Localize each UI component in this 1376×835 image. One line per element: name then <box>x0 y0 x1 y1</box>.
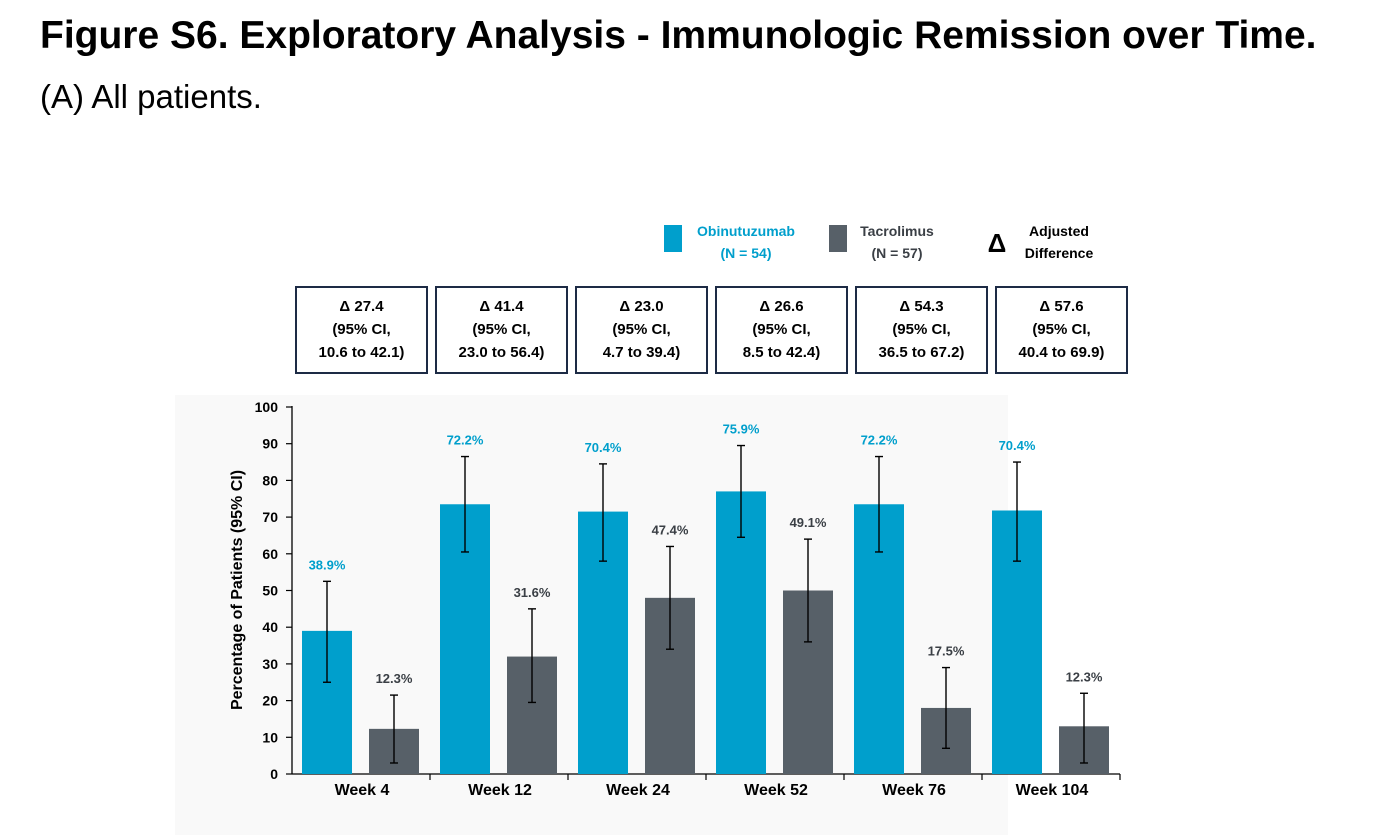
figure-title: Figure S6. Exploratory Analysis - Immuno… <box>40 14 1317 57</box>
difference-ci-range: 8.5 to 42.4) <box>743 344 821 361</box>
y-tick-label: 60 <box>262 546 278 562</box>
x-tick-label: Week 76 <box>882 782 946 799</box>
difference-ci-label: (95% CI, <box>892 321 950 338</box>
legend-delta-symbol: Δ <box>988 228 1007 258</box>
y-tick-label: 50 <box>262 583 278 599</box>
difference-value: Δ 41.4 <box>479 298 524 315</box>
difference-ci-range: 40.4 to 69.9) <box>1019 344 1105 361</box>
y-tick-label: 90 <box>262 436 278 452</box>
data-label-tacrolimus: 47.4% <box>652 522 689 537</box>
y-axis-title: Percentage of Patients (95% CI) <box>229 470 246 710</box>
difference-ci-range: 4.7 to 39.4) <box>603 344 681 361</box>
legend-label-obinutuzumab: Obinutuzumab <box>697 223 795 239</box>
difference-ci-range: 10.6 to 42.1) <box>319 344 405 361</box>
difference-ci-label: (95% CI, <box>1032 321 1090 338</box>
difference-box <box>995 286 1128 374</box>
y-tick-label: 10 <box>262 729 278 745</box>
difference-box <box>295 286 428 374</box>
difference-box <box>715 286 848 374</box>
data-label-obinutuzumab: 75.9% <box>723 422 760 437</box>
y-tick-label: 0 <box>270 766 278 782</box>
data-label-tacrolimus: 17.5% <box>928 644 965 659</box>
data-label-obinutuzumab: 70.4% <box>999 438 1036 453</box>
x-tick-label: Week 52 <box>744 782 808 799</box>
data-label-tacrolimus: 49.1% <box>790 515 827 530</box>
difference-ci-range: 36.5 to 67.2) <box>879 344 965 361</box>
difference-box <box>435 286 568 374</box>
difference-ci-label: (95% CI, <box>612 321 670 338</box>
y-tick-label: 40 <box>262 619 278 635</box>
figure-subtitle: (A) All patients. <box>40 78 262 115</box>
x-tick-label: Week 24 <box>606 782 670 799</box>
difference-box <box>575 286 708 374</box>
difference-value: Δ 54.3 <box>899 298 943 315</box>
difference-value: Δ 27.4 <box>339 298 384 315</box>
x-tick-label: Week 4 <box>335 782 390 799</box>
y-tick-label: 30 <box>262 656 278 672</box>
difference-value: Δ 23.0 <box>619 298 663 315</box>
y-tick-label: 70 <box>262 509 278 525</box>
legend-swatch-obinutuzumab <box>664 225 682 252</box>
legend-swatch-tacrolimus <box>829 225 847 252</box>
bar-obinutuzumab <box>716 491 766 774</box>
data-label-tacrolimus: 12.3% <box>1066 669 1103 684</box>
data-label-obinutuzumab: 38.9% <box>309 557 346 572</box>
difference-box <box>855 286 988 374</box>
y-tick-label: 80 <box>262 472 278 488</box>
data-label-obinutuzumab: 72.2% <box>447 433 484 448</box>
difference-value: Δ 26.6 <box>759 298 803 315</box>
legend-label-difference: Difference <box>1025 245 1094 261</box>
difference-value: Δ 57.6 <box>1039 298 1083 315</box>
difference-ci-label: (95% CI, <box>752 321 810 338</box>
data-label-tacrolimus: 31.6% <box>514 585 551 600</box>
legend-label-adjusted: Adjusted <box>1029 223 1089 239</box>
x-tick-label: Week 104 <box>1016 782 1089 799</box>
difference-ci-label: (95% CI, <box>472 321 530 338</box>
y-tick-label: 20 <box>262 693 278 709</box>
data-label-obinutuzumab: 72.2% <box>861 433 898 448</box>
legend-label-tacrolimus: Tacrolimus <box>860 223 934 239</box>
difference-ci-label: (95% CI, <box>332 321 390 338</box>
legend-n-tacrolimus: (N = 57) <box>872 245 923 261</box>
data-label-tacrolimus: 12.3% <box>376 671 413 686</box>
difference-ci-range: 23.0 to 56.4) <box>459 344 545 361</box>
legend-n-obinutuzumab: (N = 54) <box>721 245 772 261</box>
y-tick-label: 100 <box>255 399 279 415</box>
x-tick-label: Week 12 <box>468 782 532 799</box>
data-label-obinutuzumab: 70.4% <box>585 440 622 455</box>
